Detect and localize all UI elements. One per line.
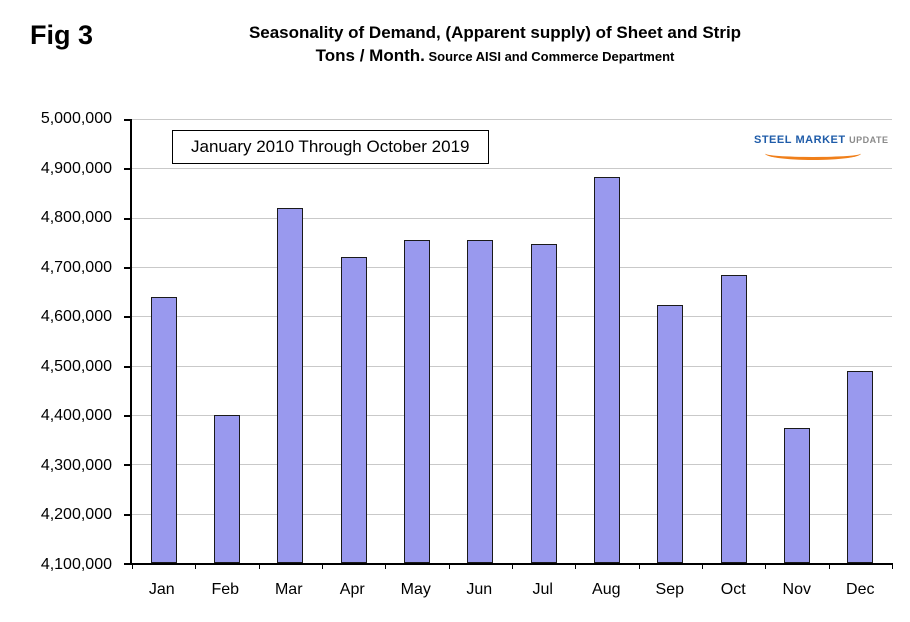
- y-axis-label: 4,500,000: [40, 357, 112, 375]
- chart-title-source: Source AISI and Commerce Department: [424, 48, 675, 64]
- bar-apr: [340, 257, 367, 563]
- bar-jul: [530, 244, 557, 563]
- bar-jan: [150, 296, 177, 563]
- y-axis-tick: [124, 414, 132, 417]
- gridline: [132, 168, 892, 170]
- y-axis-tick: [124, 168, 132, 171]
- x-axis-label-mar: Mar: [274, 581, 303, 598]
- chart-title-line1: Seasonality of Demand, (Apparent supply)…: [248, 23, 742, 42]
- x-axis-label-jun: Jun: [466, 581, 493, 598]
- x-axis-label-may: May: [400, 581, 431, 598]
- y-axis-label: 4,200,000: [40, 506, 112, 524]
- y-axis-tick: [124, 119, 132, 121]
- gridline: [132, 414, 892, 416]
- x-axis-labels: Jan Feb Mar Apr May Jun Jul Aug Sep Oct Nov Dec: [130, 575, 892, 605]
- bar-feb: [214, 415, 240, 563]
- bar-may: [404, 239, 430, 563]
- y-axis-label: 5,000,000: [40, 110, 112, 127]
- chart-title-tons: Tons / Month.: [315, 45, 425, 65]
- gridline: [132, 316, 892, 318]
- gridline: [132, 217, 892, 219]
- y-axis-tick: [124, 365, 132, 368]
- y-axis-tick: [124, 563, 132, 565]
- x-axis-tick: [258, 563, 260, 569]
- x-axis-tick: [512, 563, 513, 569]
- gridline: [132, 464, 892, 466]
- x-axis-label-aug: Aug: [592, 581, 621, 598]
- x-axis-label-sep: Sep: [655, 581, 684, 598]
- x-axis-tick: [195, 563, 197, 569]
- x-axis-tick: [322, 563, 323, 569]
- y-axis-label: 4,700,000: [40, 258, 112, 276]
- bar-aug: [594, 176, 620, 563]
- gridline: [132, 513, 892, 515]
- y-axis-label: 4,900,000: [40, 159, 112, 177]
- y-axis-tick: [124, 316, 132, 319]
- x-axis-tick: [702, 563, 703, 569]
- smu-logo-market: MARKET: [795, 134, 846, 146]
- x-axis-tick: [448, 563, 450, 569]
- y-axis-label: 4,800,000: [40, 209, 112, 227]
- x-axis-label-jan: Jan: [148, 581, 175, 598]
- smu-logo-swoosh-icon: [765, 147, 861, 160]
- plot-area: [124, 119, 893, 569]
- bar-jun: [467, 239, 494, 563]
- y-axis-tick: [124, 513, 132, 516]
- y-axis-label: 4,400,000: [40, 407, 112, 425]
- chart-title-line2: Tons / Month. Source AISI and Commerce D…: [140, 45, 850, 68]
- y-axis-tick: [124, 217, 132, 220]
- x-axis-label-oct: Oct: [720, 581, 746, 598]
- x-axis-label-dec: Dec: [846, 581, 875, 598]
- y-axis-label: 4,300,000: [40, 456, 112, 474]
- x-axis-label-nov: Nov: [782, 581, 811, 598]
- bar-dec: [847, 370, 874, 563]
- y-axis-tick: [124, 464, 132, 467]
- x-axis-tick: [828, 563, 830, 569]
- bar-oct: [720, 275, 747, 563]
- x-axis-label-apr: Apr: [339, 581, 365, 598]
- y-axis-label: 4,100,000: [40, 556, 112, 573]
- chart-title-block: Seasonality of Demand, (Apparent supply)…: [140, 22, 850, 68]
- bar-nov: [784, 428, 810, 563]
- gridline: [132, 266, 892, 268]
- x-axis-tick: [385, 563, 387, 569]
- x-axis-tick: [132, 563, 133, 569]
- date-range-annotation: January 2010 Through October 2019: [172, 130, 489, 164]
- x-axis-tick: [892, 563, 893, 569]
- bar-mar: [277, 207, 304, 563]
- y-axis-tick: [124, 266, 132, 269]
- x-axis-label-feb: Feb: [211, 581, 240, 598]
- smu-logo-update: UPDATE: [849, 135, 889, 145]
- smu-logo-steel: STEEL: [754, 134, 792, 146]
- x-axis-tick: [765, 563, 767, 569]
- x-axis-label-jul: Jul: [532, 581, 553, 598]
- y-axis-label: 4,600,000: [40, 308, 112, 326]
- gridline: [132, 365, 892, 367]
- x-axis-tick: [638, 563, 640, 569]
- steel-market-update-logo: STEEL MARKET UPDATE: [754, 134, 888, 160]
- y-axis-labels: 5,000,000 4,900,000 4,800,000 4,700,000 4,60…: [0, 110, 118, 573]
- gridline: [132, 119, 892, 120]
- x-axis-tick: [575, 563, 577, 569]
- figure-number: Fig 3: [30, 20, 94, 50]
- bar-sep: [657, 305, 684, 563]
- smu-logo-text: STEEL MARKET UPDATE: [754, 134, 888, 146]
